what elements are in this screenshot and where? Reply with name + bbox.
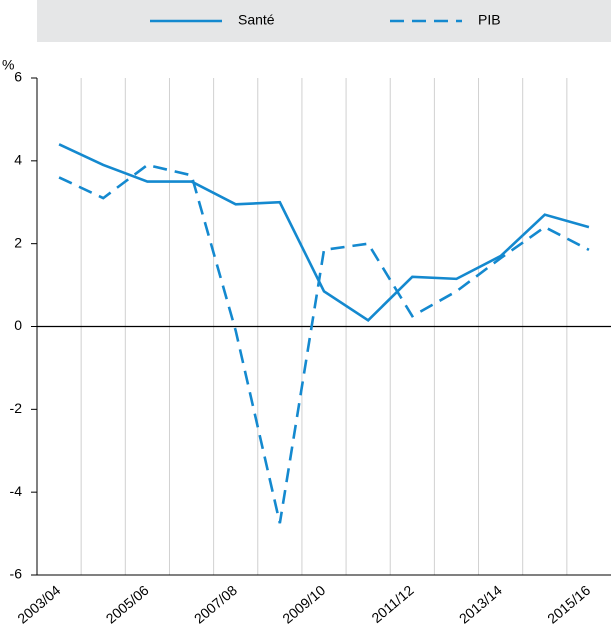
x-tick-label: 2005/06: [103, 582, 152, 627]
y-tick-label: 2: [14, 234, 22, 250]
x-tick-label: 2015/16: [544, 582, 593, 627]
y-tick-label: 0: [14, 317, 22, 333]
x-tick-label: 2013/14: [456, 582, 505, 627]
x-tick-label: 2007/08: [191, 582, 240, 627]
legend-label: Santé: [238, 12, 275, 28]
y-tick-label: -2: [10, 400, 23, 416]
y-tick-label: -6: [10, 566, 23, 582]
x-tick-label: 2003/04: [14, 582, 63, 627]
y-axis-label: %: [2, 57, 14, 73]
x-tick-label: 2009/10: [279, 582, 328, 627]
legend-background: [37, 0, 611, 42]
series-line: [58, 143, 590, 322]
legend-label: PIB: [478, 12, 501, 28]
series-line: [58, 163, 590, 524]
x-tick-label: 2011/12: [368, 582, 416, 626]
y-tick-label: 4: [14, 152, 22, 168]
y-tick-label: -4: [10, 483, 23, 499]
y-tick-label: 6: [14, 69, 22, 85]
